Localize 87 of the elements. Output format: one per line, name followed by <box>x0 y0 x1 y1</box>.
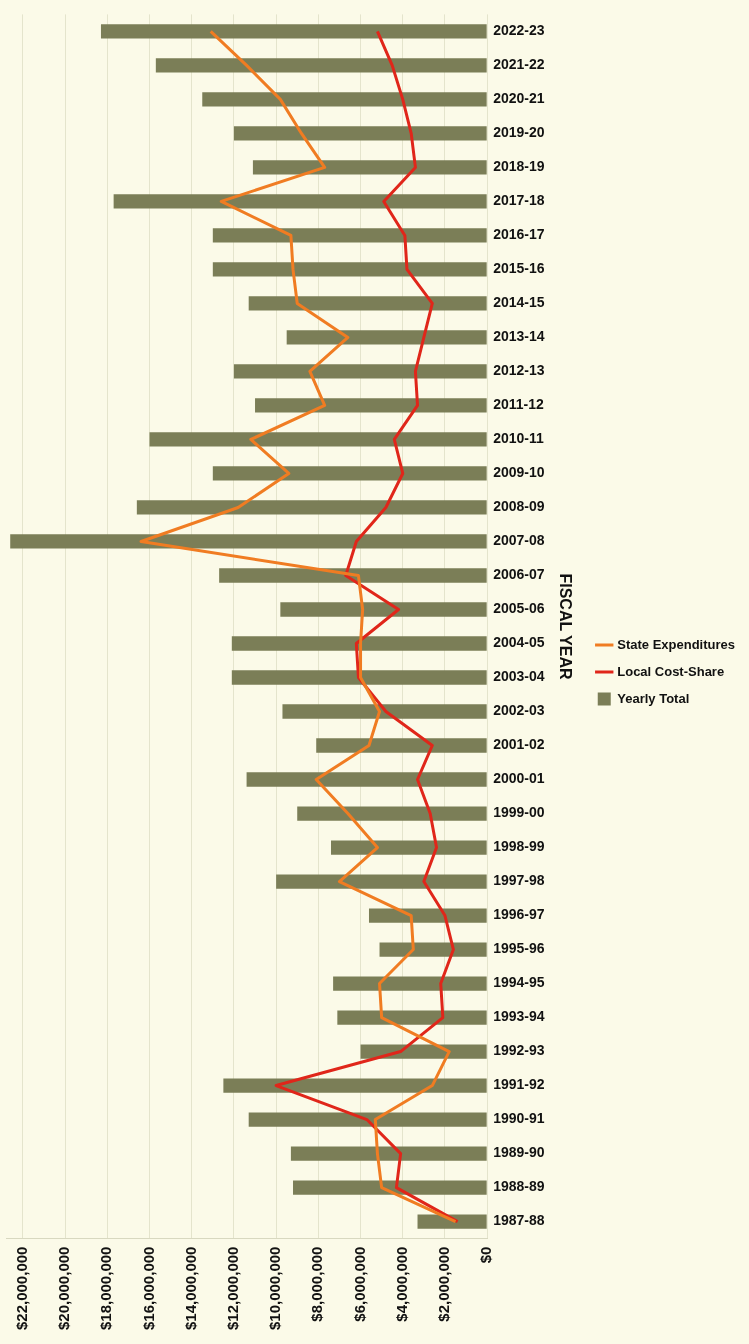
y-tick-label: 1991-92 <box>493 1076 545 1093</box>
bar <box>233 126 487 141</box>
x-tick-label: $0 <box>477 1246 495 1264</box>
y-axis-title: FISCAL YEAR <box>556 573 574 680</box>
x-tick-label: $18,000,000 <box>97 1246 115 1331</box>
bar <box>212 228 487 243</box>
x-tick-label: $2,000,000 <box>435 1246 453 1322</box>
x-tick-label: $10,000,000 <box>266 1246 284 1331</box>
y-tick-label: 1997-98 <box>493 872 545 889</box>
bar <box>290 1146 487 1161</box>
bar <box>293 1180 487 1195</box>
bar <box>331 840 487 855</box>
bar <box>248 1112 487 1127</box>
bar <box>149 432 487 447</box>
y-tick-label: 2001-02 <box>493 736 545 753</box>
legend-label: Local Cost-Share <box>617 663 725 679</box>
y-tick-label: 1995-96 <box>493 940 545 957</box>
y-tick-label: 2000-01 <box>493 770 545 787</box>
y-tick-label: 2014-15 <box>493 294 545 311</box>
bar <box>223 1078 487 1093</box>
bar <box>202 92 487 107</box>
y-tick-label: 2020-21 <box>493 90 545 107</box>
y-tick-label: 2022-23 <box>493 22 545 39</box>
y-tick-label: 2021-22 <box>493 56 545 73</box>
bar <box>368 908 487 923</box>
bar <box>231 670 487 685</box>
y-tick-label: 2015-16 <box>493 260 545 277</box>
bar <box>282 704 487 719</box>
y-tick-label: 1998-99 <box>493 838 545 855</box>
y-tick-label: 2011-12 <box>493 396 544 413</box>
legend-label: State Expenditures <box>617 636 736 652</box>
y-tick-label: 2010-11 <box>493 430 544 447</box>
bar <box>333 976 487 991</box>
x-tick-label: $4,000,000 <box>392 1246 410 1322</box>
bar <box>286 330 487 345</box>
bar <box>100 24 487 39</box>
y-tick-label: 2004-05 <box>493 634 545 651</box>
bar <box>233 364 487 379</box>
y-tick-label: 1996-97 <box>493 906 545 923</box>
y-tick-label: 1989-90 <box>493 1144 545 1161</box>
y-tick-label: 1990-91 <box>493 1110 545 1127</box>
x-tick-label: $16,000,000 <box>139 1246 157 1331</box>
y-tick-label: 1992-93 <box>493 1042 545 1059</box>
x-tick-label: $22,000,000 <box>13 1246 31 1331</box>
y-tick-label: 2017-18 <box>493 192 545 209</box>
y-tick-label: 2009-10 <box>493 464 545 481</box>
bar <box>155 58 487 73</box>
bar <box>297 806 487 821</box>
x-tick-label: $20,000,000 <box>55 1246 73 1331</box>
bar <box>337 1010 487 1025</box>
y-tick-label: 2013-14 <box>493 328 545 345</box>
bar <box>10 534 487 549</box>
y-tick-label: 1994-95 <box>493 974 545 991</box>
y-tick-label: 2012-13 <box>493 362 545 379</box>
y-tick-label: 1999-00 <box>493 804 545 821</box>
bar <box>417 1214 487 1229</box>
bar <box>136 500 487 515</box>
y-tick-label: 2003-04 <box>493 668 545 685</box>
bar <box>276 874 487 889</box>
bar <box>255 398 487 413</box>
y-tick-label: 2019-20 <box>493 124 545 141</box>
bar <box>212 262 487 277</box>
y-tick-label: 2016-17 <box>493 226 545 243</box>
bar <box>280 602 487 617</box>
y-tick-label: 2005-06 <box>493 600 545 617</box>
y-tick-label: 2006-07 <box>493 566 545 583</box>
bar <box>246 772 487 787</box>
legend-label: Yearly Total <box>617 690 690 706</box>
bar <box>219 568 487 583</box>
bar <box>231 636 487 651</box>
y-tick-label: 1993-94 <box>493 1008 545 1025</box>
y-tick-label: 2008-09 <box>493 498 545 515</box>
bar <box>252 160 487 175</box>
x-tick-label: $12,000,000 <box>224 1246 242 1331</box>
bar <box>248 296 487 311</box>
y-tick-label: 2018-19 <box>493 158 545 175</box>
y-tick-label: 2002-03 <box>493 702 545 719</box>
y-tick-label: 1987-88 <box>493 1212 545 1229</box>
bar <box>212 466 487 481</box>
x-tick-label: $14,000,000 <box>181 1246 199 1331</box>
y-tick-label: 1988-89 <box>493 1178 545 1195</box>
bar <box>113 194 487 209</box>
bar <box>316 738 487 753</box>
x-tick-label: $8,000,000 <box>308 1246 326 1322</box>
bar <box>379 942 487 957</box>
y-tick-label: 2007-08 <box>493 532 545 549</box>
x-tick-label: $6,000,000 <box>350 1246 368 1322</box>
